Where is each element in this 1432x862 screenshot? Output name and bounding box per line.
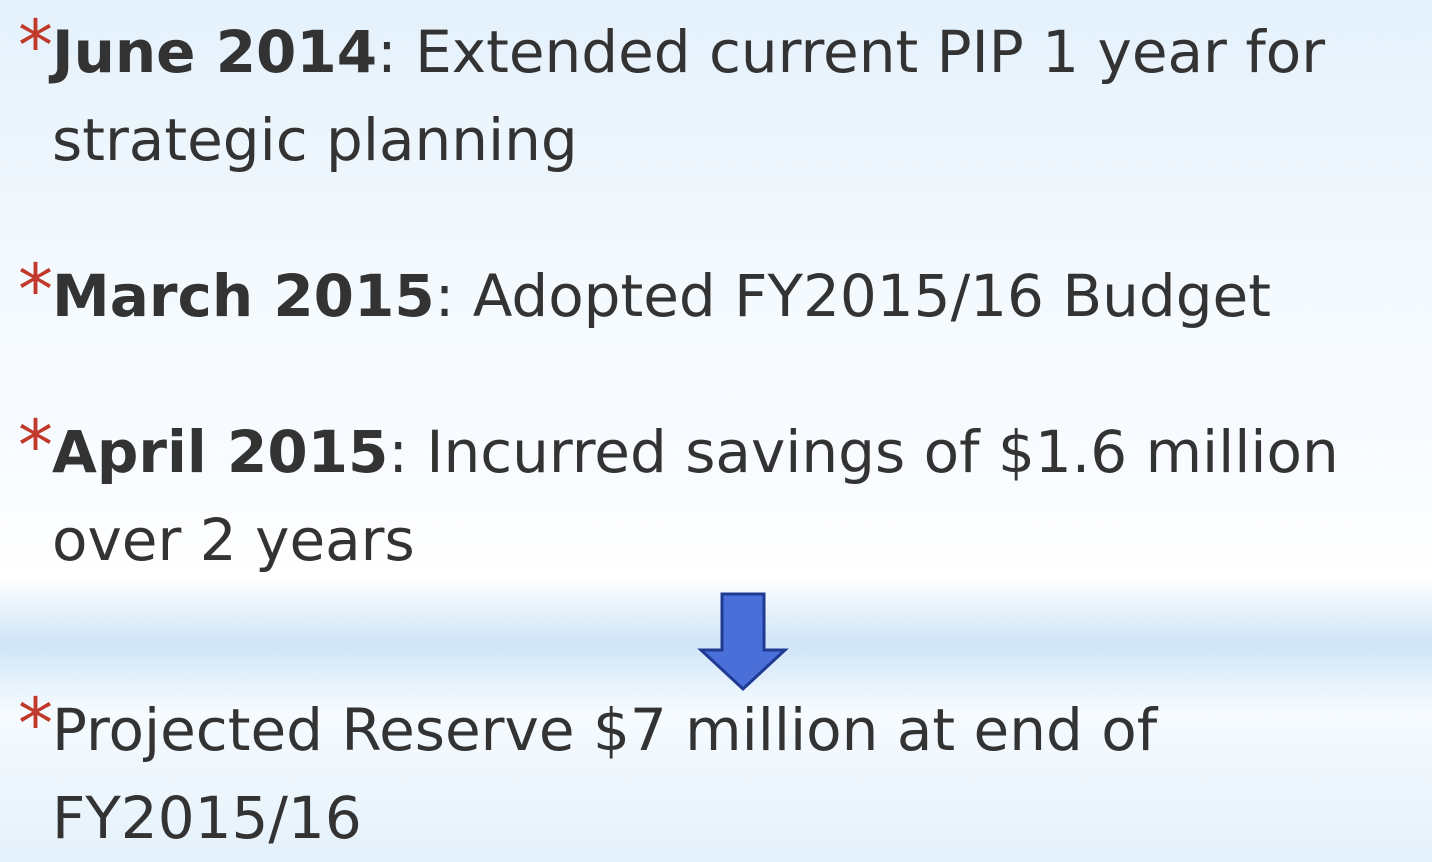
bullet-detail: Projected Reserve $7 million at end of F… (52, 696, 1158, 852)
bullet-marker: * (18, 5, 53, 87)
bullet-text: Projected Reserve $7 million at end of F… (52, 686, 1342, 862)
bullet-detail: : Extended current PIP 1 year for strate… (52, 18, 1326, 174)
bullet-detail: : Adopted FY2015/16 Budget (434, 262, 1271, 330)
bullet-text: March 2015: Adopted FY2015/16 Budget (52, 252, 1342, 340)
bullet-marker: * (18, 249, 53, 331)
bullet-date: March 2015 (52, 262, 435, 330)
bullet-text: June 2014: Extended current PIP 1 year f… (52, 8, 1342, 184)
bullet-date: April 2015 (52, 418, 389, 486)
bullet: * April 2015: Incurred savings of $1.6 m… (18, 405, 1418, 584)
bullet-text: April 2015: Incurred savings of $1.6 mil… (52, 408, 1342, 584)
bullet: * Projected Reserve $7 million at end of… (18, 683, 1418, 862)
bullet: * June 2014: Extended current PIP 1 year… (18, 5, 1418, 184)
bullet-detail: : Incurred savings of $1.6 million over … (52, 418, 1339, 574)
bullet-marker: * (18, 683, 53, 765)
bullet: * March 2015: Adopted FY2015/16 Budget (18, 249, 1418, 340)
bullet-date: June 2014 (52, 18, 378, 86)
bullet-marker: * (18, 405, 53, 487)
down-arrow (697, 592, 789, 692)
